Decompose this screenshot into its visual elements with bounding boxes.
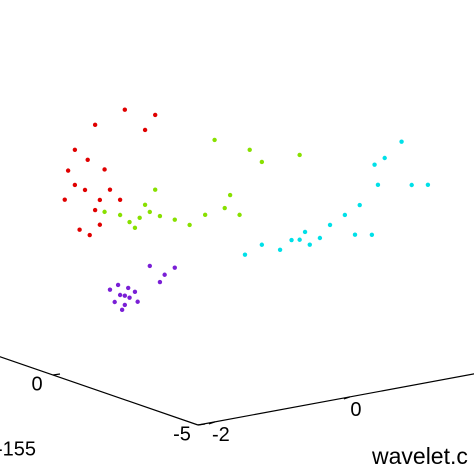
point: [92, 122, 98, 128]
point: [307, 242, 312, 247]
point: [369, 232, 375, 237]
point: [117, 212, 123, 218]
point: [357, 202, 362, 208]
x-axis-label: wavelet.c: [371, 443, 468, 469]
point: [297, 152, 302, 158]
point: [382, 155, 387, 161]
point: [277, 247, 283, 252]
point: [342, 212, 348, 218]
point: [242, 252, 248, 257]
point: [172, 217, 177, 222]
point: [77, 227, 82, 232]
point: [172, 265, 177, 270]
point: [327, 222, 333, 228]
point: [107, 287, 113, 292]
point: [102, 167, 107, 172]
point: [237, 212, 242, 218]
x-tick: [208, 421, 216, 425]
point: [162, 272, 167, 277]
point: [153, 112, 158, 118]
point: [92, 207, 98, 213]
x-tick-label: -2: [212, 424, 230, 446]
x-tick: [343, 396, 351, 400]
x-tick-label: 0: [350, 399, 361, 421]
y-tick: [197, 423, 206, 426]
point: [115, 282, 121, 288]
point: [127, 295, 132, 300]
point: [126, 285, 131, 291]
point: [227, 192, 233, 198]
point: [132, 225, 138, 231]
point: [87, 232, 92, 238]
point: [302, 229, 308, 235]
point: [147, 263, 152, 269]
point: [147, 209, 152, 215]
point: [222, 205, 227, 211]
point: [259, 159, 265, 165]
point: [399, 139, 404, 144]
point: [117, 197, 123, 202]
y-tick-label: 0: [31, 373, 42, 395]
point: [352, 232, 358, 237]
point: [409, 182, 414, 188]
point: [247, 147, 252, 152]
point: [119, 307, 125, 313]
point: [97, 222, 103, 227]
point: [202, 212, 208, 218]
point: [85, 157, 90, 162]
x-axis-line: [197, 373, 474, 426]
y-tick: [52, 373, 61, 376]
point: [142, 127, 148, 133]
point: [62, 197, 67, 202]
y-tick-label: -5: [173, 423, 191, 445]
point: [297, 237, 302, 242]
point: [372, 162, 377, 167]
point: [132, 289, 138, 295]
point: [375, 182, 381, 188]
point: [289, 237, 294, 243]
point: [65, 168, 71, 173]
point: [187, 222, 192, 228]
point: [72, 147, 78, 152]
point: [122, 293, 128, 298]
point: [82, 187, 88, 193]
y-axis-line: [0, 356, 199, 426]
point: [137, 215, 142, 220]
point: [127, 219, 132, 225]
point: [259, 242, 265, 247]
point: [157, 279, 163, 285]
point: [72, 182, 78, 188]
point: [107, 187, 113, 192]
point: [157, 213, 163, 219]
point: [425, 182, 431, 187]
point: [317, 235, 323, 241]
point: [142, 202, 148, 207]
point: [102, 209, 107, 215]
point: [122, 302, 128, 308]
point: [97, 197, 103, 203]
point: [212, 137, 217, 143]
point: [117, 292, 123, 298]
point: [153, 187, 158, 192]
point: [112, 299, 117, 305]
annotation: -155: [0, 438, 36, 460]
point: [122, 107, 128, 112]
point: [135, 299, 140, 304]
